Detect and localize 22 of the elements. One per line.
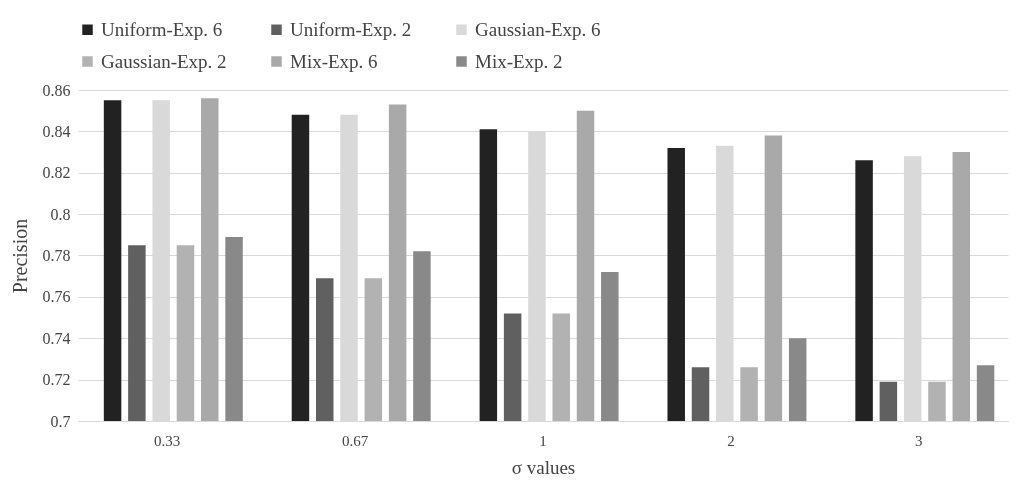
legend-label: Mix-Exp. 6: [290, 50, 378, 72]
y-axis-title: Precision: [8, 218, 31, 294]
y-tick-label: 0.78: [42, 247, 71, 264]
y-tick-label: 0.84: [42, 122, 71, 140]
x-tick-label: 0.67: [342, 432, 369, 449]
x-tick-label: 2: [727, 432, 735, 449]
y-tick-label: 0.8: [50, 205, 71, 223]
legend-label: Gaussian-Exp. 2: [101, 50, 227, 72]
y-tick-label: 0.86: [42, 81, 71, 99]
legend-label: Uniform-Exp. 6: [101, 18, 223, 40]
y-tick-label: 0.82: [42, 164, 71, 182]
legend-label: Mix-Exp. 2: [475, 50, 563, 72]
x-tick-label: 3: [915, 432, 923, 449]
y-tick-label: 0.7: [50, 412, 71, 430]
x-tick-label: 0.33: [154, 432, 181, 449]
legend-label: Gaussian-Exp. 6: [475, 18, 601, 40]
y-tick-label: 0.72: [42, 371, 71, 389]
x-axis-title: σ values: [511, 456, 576, 478]
y-tick-label: 0.74: [42, 329, 71, 347]
y-tick-label: 0.76: [42, 288, 71, 306]
x-tick-label: 1: [539, 432, 547, 449]
legend-label: Uniform-Exp. 2: [290, 18, 412, 40]
